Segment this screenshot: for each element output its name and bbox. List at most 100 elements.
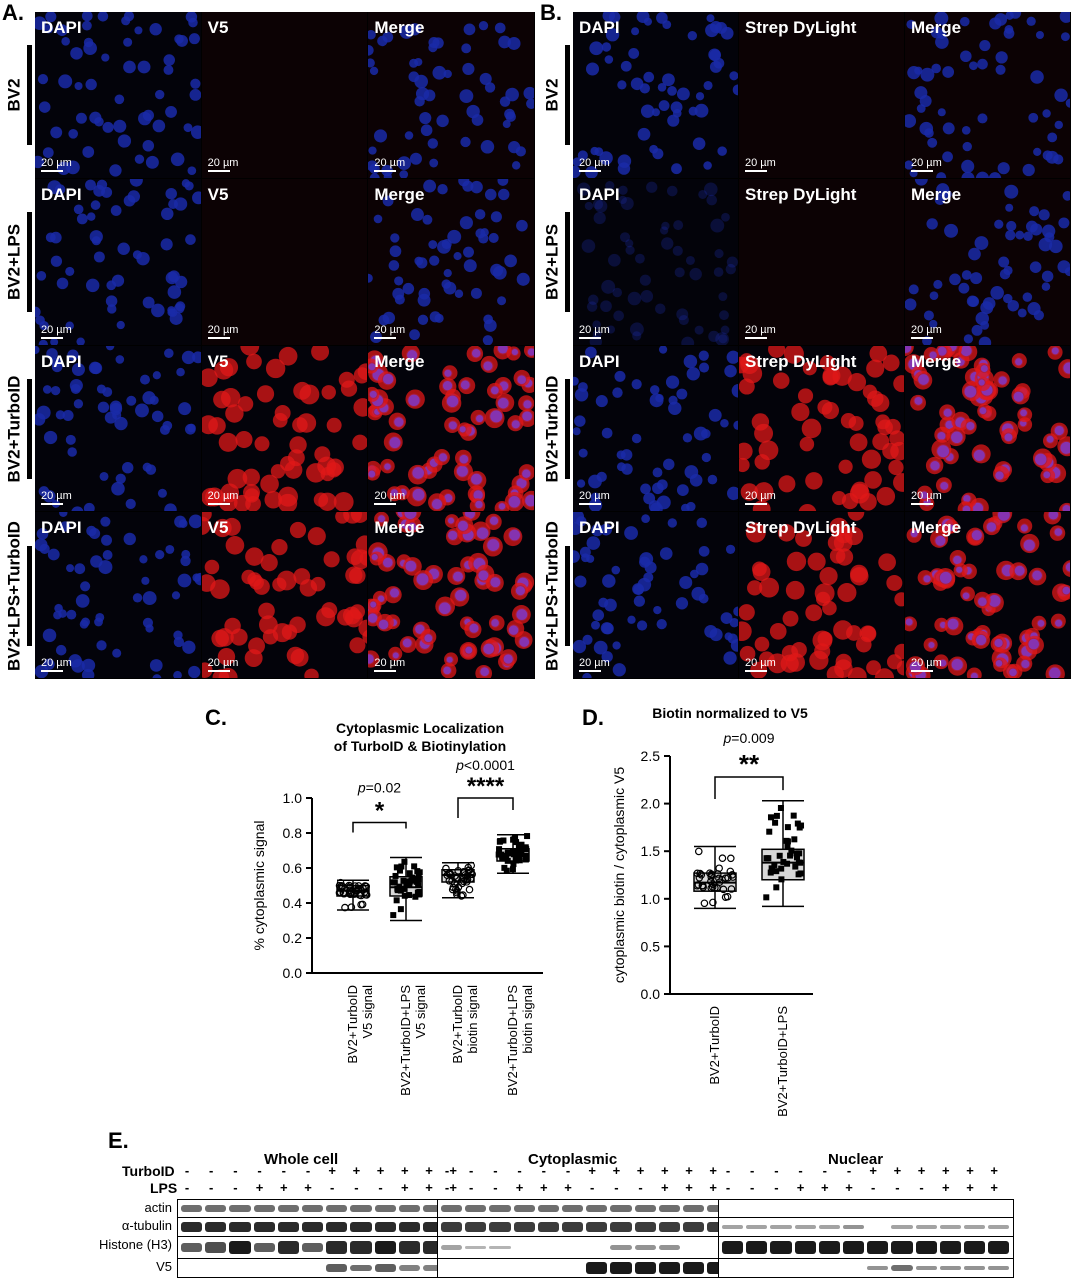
blot-band — [398, 1221, 420, 1233]
treatment-sign: + — [255, 1180, 264, 1195]
blot-band — [915, 1225, 937, 1229]
blot-band — [465, 1222, 487, 1232]
data-point — [514, 856, 521, 863]
data-point — [351, 882, 359, 890]
row-bracket-a-1 — [27, 45, 32, 146]
data-point — [359, 884, 367, 892]
blot-band — [843, 1240, 865, 1255]
data-point — [462, 878, 471, 886]
micrograph-a-r2-c2: V5 20 µm — [201, 178, 368, 345]
treatment-sign: + — [328, 1163, 336, 1178]
treatment-sign: + — [990, 1163, 998, 1178]
treatment-sign: - — [822, 1163, 827, 1178]
data-point — [500, 837, 507, 844]
scale-bar: 20 µm — [745, 157, 776, 172]
treatment-sign: - — [330, 1180, 335, 1195]
treatment-sign: - — [257, 1163, 262, 1178]
panel-d-chart: Biotin normalized to V5 0.0 0.5 1.0 1.5 2.0 2.… — [611, 705, 813, 1117]
y-tick-label: 0.5 — [641, 938, 661, 954]
column-label-b-3: Merge — [911, 184, 962, 204]
blot-band — [634, 1222, 656, 1232]
category-label: BV2+TurboID — [345, 985, 360, 1064]
scale-bar: 20 µm — [207, 324, 238, 339]
data-point — [336, 888, 345, 897]
data-point — [408, 877, 415, 884]
scale-bar: 20 µm — [41, 490, 72, 506]
scale-bar: 20 µm — [579, 324, 610, 339]
data-point — [496, 846, 503, 853]
data-point — [727, 854, 735, 863]
data-point — [464, 866, 473, 875]
category-label: V5 signal — [360, 985, 375, 1039]
data-point — [458, 879, 467, 888]
treatment-sign: + — [966, 1180, 974, 1195]
scale-bar: 20 µm — [41, 324, 72, 339]
treatment-sign: + — [401, 1163, 409, 1178]
treatment-sign: + — [709, 1180, 717, 1195]
data-point — [700, 899, 709, 908]
micrograph-b-r2-c2: Strep DyLight 20 µm — [739, 178, 904, 345]
treatment-sign: - — [281, 1163, 286, 1178]
y-tick-label: 2.5 — [641, 748, 661, 764]
blot-band — [229, 1205, 251, 1212]
data-point — [357, 900, 365, 909]
panel-b-letter: B. — [540, 0, 562, 25]
protein-label: Histone (H3) — [99, 1237, 172, 1252]
micrograph-b-r1-c3: Merge 20 µm — [905, 12, 1070, 178]
treatment-sign: + — [304, 1180, 312, 1195]
data-point — [797, 859, 804, 866]
data-point — [516, 852, 523, 859]
blot-band — [610, 1262, 632, 1274]
data-point — [448, 885, 457, 894]
data-point — [798, 822, 805, 829]
data-point — [694, 880, 703, 889]
blot-band — [302, 1243, 324, 1252]
data-point — [398, 863, 405, 870]
blot-band — [683, 1222, 705, 1232]
blot-band — [658, 1244, 680, 1251]
chart-title-line: Cytoplasmic Localization — [336, 720, 504, 736]
data-point — [773, 812, 780, 819]
column-label-a-1: DAPI — [41, 518, 82, 538]
data-point — [409, 874, 416, 881]
blot-band — [350, 1264, 372, 1272]
treatment-sign: - — [638, 1180, 643, 1195]
column-label-b-1: DAPI — [579, 351, 620, 371]
micrograph-a-r1-c3: Merge 20 µm — [368, 12, 534, 178]
y-tick-label: 0.8 — [283, 825, 303, 841]
row-label-b-3: BV2+TurboID — [542, 375, 561, 483]
micrograph-b-r3-c1: DAPI 20 µm — [573, 345, 738, 512]
scale-bar: 20 µm — [207, 490, 238, 506]
data-point — [391, 879, 398, 886]
blot-strip — [718, 1217, 1015, 1237]
blot-strip — [437, 1236, 734, 1259]
blot-band — [610, 1244, 632, 1251]
data-point — [713, 870, 722, 878]
blot-band — [683, 1262, 705, 1274]
treatment-sign: - — [469, 1163, 474, 1178]
treatment-sign: - — [750, 1163, 755, 1178]
row-label-a-3: BV2+TurboID — [4, 375, 23, 483]
chart-title-line: of TurboID & Biotinylation — [334, 738, 506, 754]
blot-band — [746, 1225, 768, 1229]
data-point — [522, 844, 529, 851]
cells-b-r4-c3 — [905, 512, 1070, 678]
data-point — [518, 841, 525, 848]
treatment-sign: - — [798, 1163, 803, 1178]
blot-strip — [177, 1258, 474, 1278]
data-point — [780, 858, 787, 865]
treatment-sign: + — [612, 1163, 621, 1178]
data-point — [763, 894, 770, 901]
micrograph-b-r2-c1: DAPI 20 µm — [573, 178, 738, 345]
blot-band — [205, 1205, 227, 1212]
data-point — [392, 872, 399, 879]
column-label-a-2: V5 — [207, 351, 229, 371]
micrograph-a-r3-c2: V5 20 µm — [201, 345, 368, 512]
data-point — [415, 876, 422, 883]
cells-b-r4-c2 — [739, 512, 904, 678]
blot-band — [374, 1205, 396, 1212]
blot-strip — [718, 1236, 1015, 1259]
treatment-sign: - — [725, 1180, 731, 1195]
blot-band — [181, 1221, 203, 1233]
blot-strip — [718, 1199, 1015, 1218]
